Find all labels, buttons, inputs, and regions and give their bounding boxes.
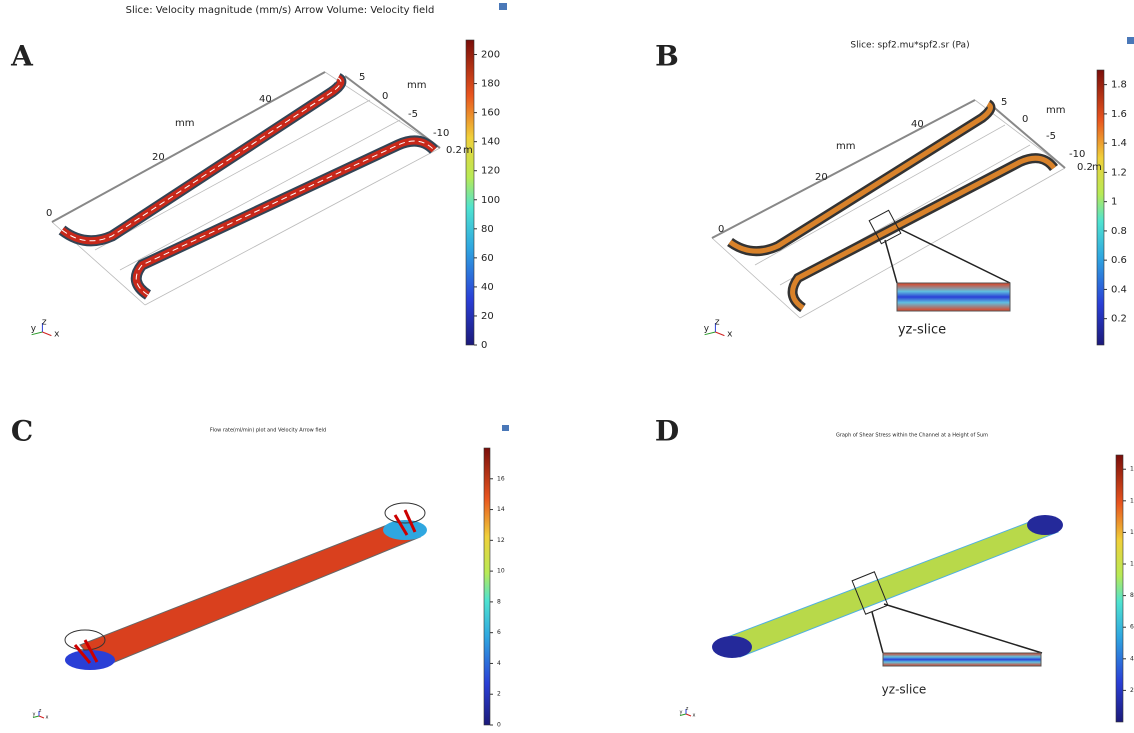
page: A B C D Slice: Velocity magnitude (mm/s)…	[0, 0, 1134, 733]
colorbar	[484, 448, 490, 725]
triad-label: z	[686, 706, 689, 712]
triad-label: z	[39, 708, 42, 714]
colorbar-tick-label: 8	[1130, 592, 1134, 599]
triad-label: y	[680, 710, 683, 716]
colorbar	[1097, 70, 1104, 345]
axis-label: mm	[175, 118, 194, 129]
colorbar-tick-label: 80	[481, 224, 494, 235]
panel-label: B	[655, 40, 679, 73]
inset-label: yz-slice	[882, 683, 927, 697]
colorbar-tick-label: 12	[497, 537, 505, 544]
colorbar-tick-label: 1.4	[1111, 138, 1127, 149]
colorbar-tick-label: 180	[481, 79, 500, 90]
triad-axis	[686, 714, 691, 716]
triad-label: x	[727, 329, 733, 339]
colorbar-tick-label: 120	[481, 166, 500, 177]
colorbar-tick-label: 0.6	[1111, 255, 1127, 266]
colorbar-tick-label: 0.4	[1111, 284, 1127, 295]
axis-label: -5	[1046, 131, 1056, 142]
colorbar-tick-label: 0.8	[1111, 226, 1127, 237]
axis-label: 5	[359, 72, 365, 83]
colorbar-tick-label: 1.8	[1111, 80, 1127, 91]
axis-label: -5	[408, 109, 418, 120]
triad-label: z	[715, 318, 720, 328]
colorbar-tick-label: 2	[1130, 687, 1134, 694]
panel-c-geometry	[65, 425, 509, 670]
panel-label: D	[655, 415, 679, 448]
colorbar	[466, 40, 474, 345]
triad-axis	[715, 332, 724, 336]
colorbar-tick-label: 16	[1130, 466, 1134, 473]
axis-label: -10	[1069, 149, 1085, 160]
triad-label: y	[33, 712, 36, 718]
colorbar-tick-label: 0	[497, 722, 501, 729]
panel-b-geometry	[712, 37, 1134, 318]
axis-label: 0	[382, 91, 388, 102]
colorbar-tick-label: 1.2	[1111, 167, 1127, 178]
axis-label: 0	[718, 224, 724, 235]
colorbar-tick-label: 20	[481, 311, 494, 322]
colorbar-tick-label: 1	[1111, 197, 1117, 208]
colorbar-tick-label: 14	[497, 506, 505, 513]
axis-label: m	[463, 145, 473, 156]
triad-label: x	[693, 713, 696, 719]
triad-label: x	[54, 329, 60, 339]
panel-a-geometry	[52, 3, 507, 305]
axis-label: -10	[433, 128, 449, 139]
colorbar-tick-label: 40	[481, 282, 494, 293]
axis-label: 20	[815, 172, 828, 183]
axis-label: 40	[259, 94, 272, 105]
panel-title: Graph of Shear Stress within the Channel…	[836, 433, 988, 439]
colorbar-tick-label: 200	[481, 50, 500, 61]
colorbar-tick-label: 6	[497, 629, 501, 636]
triad-axis	[42, 332, 51, 336]
colorbar-tick-label: 1.6	[1111, 109, 1127, 120]
colorbar-tick-label: 100	[481, 195, 500, 206]
colorbar-tick-label: 6	[1130, 624, 1134, 631]
panel-title: Slice: Velocity magnitude (mm/s) Arrow V…	[126, 5, 435, 16]
axis-label: 40	[911, 119, 924, 130]
axis-label: 0	[1022, 114, 1028, 125]
triad-label: x	[46, 715, 49, 721]
panel-label: A	[10, 40, 34, 73]
axis-label: mm	[836, 141, 855, 152]
colorbar-tick-label: 0	[481, 340, 487, 351]
panel-label: C	[11, 415, 33, 448]
axis-label: 0.2	[446, 145, 462, 156]
axis-label: m	[1092, 162, 1102, 173]
figure: A B C D Slice: Velocity magnitude (mm/s)…	[0, 0, 1134, 733]
triad-label: y	[704, 324, 710, 334]
axis-label: 20	[152, 152, 165, 163]
colorbar-tick-label: 60	[481, 253, 494, 264]
axis-label: 0.2	[1077, 162, 1093, 173]
colorbar-tick-label: 10	[497, 568, 505, 575]
panel-title: Flow rate(ml/min) plot and Velocity Arro…	[210, 428, 326, 434]
colorbar-tick-label: 10	[1130, 561, 1134, 568]
colorbar-tick-label: 2	[497, 691, 501, 698]
colorbar	[1116, 455, 1123, 722]
axis-label: 0	[46, 208, 52, 219]
colorbar-tick-label: 14	[1130, 497, 1134, 504]
panel-title: Slice: spf2.mu*spf2.sr (Pa)	[850, 41, 969, 51]
triad-axis	[39, 716, 44, 718]
colorbar-tick-label: 12	[1130, 529, 1134, 536]
axis-label: 5	[1001, 97, 1007, 108]
inset-label: yz-slice	[898, 323, 946, 338]
colorbar-tick-label: 4	[1130, 655, 1134, 662]
colorbar-tick-label: 4	[497, 660, 501, 667]
colorbar-tick-label: 0.2	[1111, 314, 1127, 325]
colorbar-tick-label: 140	[481, 137, 500, 148]
axis-label: mm	[1046, 105, 1065, 116]
colorbar-tick-label: 8	[497, 598, 501, 605]
colorbar-tick-label: 160	[481, 108, 500, 119]
triad-label: y	[31, 324, 37, 334]
colorbar-tick-label: 16	[497, 475, 505, 482]
triad-label: z	[42, 318, 47, 328]
axis-label: mm	[407, 80, 426, 91]
panel-d-geometry	[712, 515, 1063, 666]
